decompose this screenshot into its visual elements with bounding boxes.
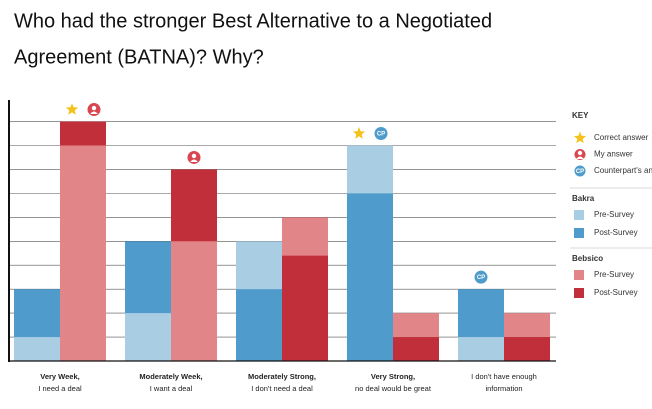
chart-title: Who had the stronger Best Alternative to… [14, 10, 492, 32]
legend-item: Counterpart's answer [594, 166, 652, 175]
bar [60, 145, 106, 361]
bar [171, 241, 217, 361]
legend-swatch [574, 228, 584, 238]
bar [125, 313, 171, 361]
legend-label: My answer [594, 150, 633, 159]
my-answer-icon [577, 150, 583, 156]
legend-label: Pre-Survey [594, 210, 634, 219]
counterpart-badge: CP [477, 275, 485, 281]
key-title: KEY [572, 111, 589, 120]
bar [347, 193, 393, 361]
legend-label: Correct answer [594, 133, 649, 142]
legend-group: Bakra [572, 194, 595, 203]
legend-group: Bebsico [572, 254, 603, 263]
legend-label: Pre-Survey [594, 270, 634, 279]
bar [282, 255, 328, 361]
x-tick-label: no deal would be great [355, 384, 432, 393]
legend-label: Post-Survey [594, 288, 638, 297]
counterpart-icon [374, 126, 388, 140]
legend-item: Correct answer [594, 133, 649, 142]
x-tick-label: I want a deal [150, 384, 193, 393]
correct-icon [65, 103, 79, 115]
my-answer-icon [576, 156, 584, 159]
legend-label: Post-Survey [594, 228, 638, 237]
x-tick-label: Very Week, [40, 372, 79, 381]
my-answer-icon [91, 105, 97, 111]
bar [393, 337, 439, 361]
correct-icon [573, 131, 587, 144]
legend-swatch [574, 270, 584, 280]
legend-swatch [574, 210, 584, 220]
x-tick-label: I don't need a deal [251, 384, 313, 393]
correct-icon [352, 127, 366, 139]
x-tick-label: Moderately Week, [139, 372, 202, 381]
chart-title: Agreement (BATNA)? Why? [14, 46, 264, 68]
bar [14, 337, 60, 361]
x-tick-label: Moderately Strong, [248, 372, 316, 381]
x-tick-label: Very Strong, [371, 372, 415, 381]
my-answer-icon [191, 153, 197, 159]
my-answer-icon [190, 159, 198, 162]
legend-swatch [574, 288, 584, 298]
bar [236, 289, 282, 361]
x-tick-label: I don't have enough [471, 372, 537, 381]
legend-item: My answer [594, 150, 633, 159]
legend-label: Counterpart's answer [594, 166, 652, 175]
my-answer-icon [90, 111, 98, 115]
bar [504, 337, 550, 361]
counterpart-badge: CP [377, 132, 385, 138]
x-tick-label: information [485, 384, 522, 393]
counterpart-badge: CP [576, 169, 584, 175]
x-tick-label: I need a deal [38, 384, 82, 393]
bar [458, 337, 504, 361]
counterpart-icon [474, 270, 488, 284]
counterpart-icon [574, 165, 586, 177]
